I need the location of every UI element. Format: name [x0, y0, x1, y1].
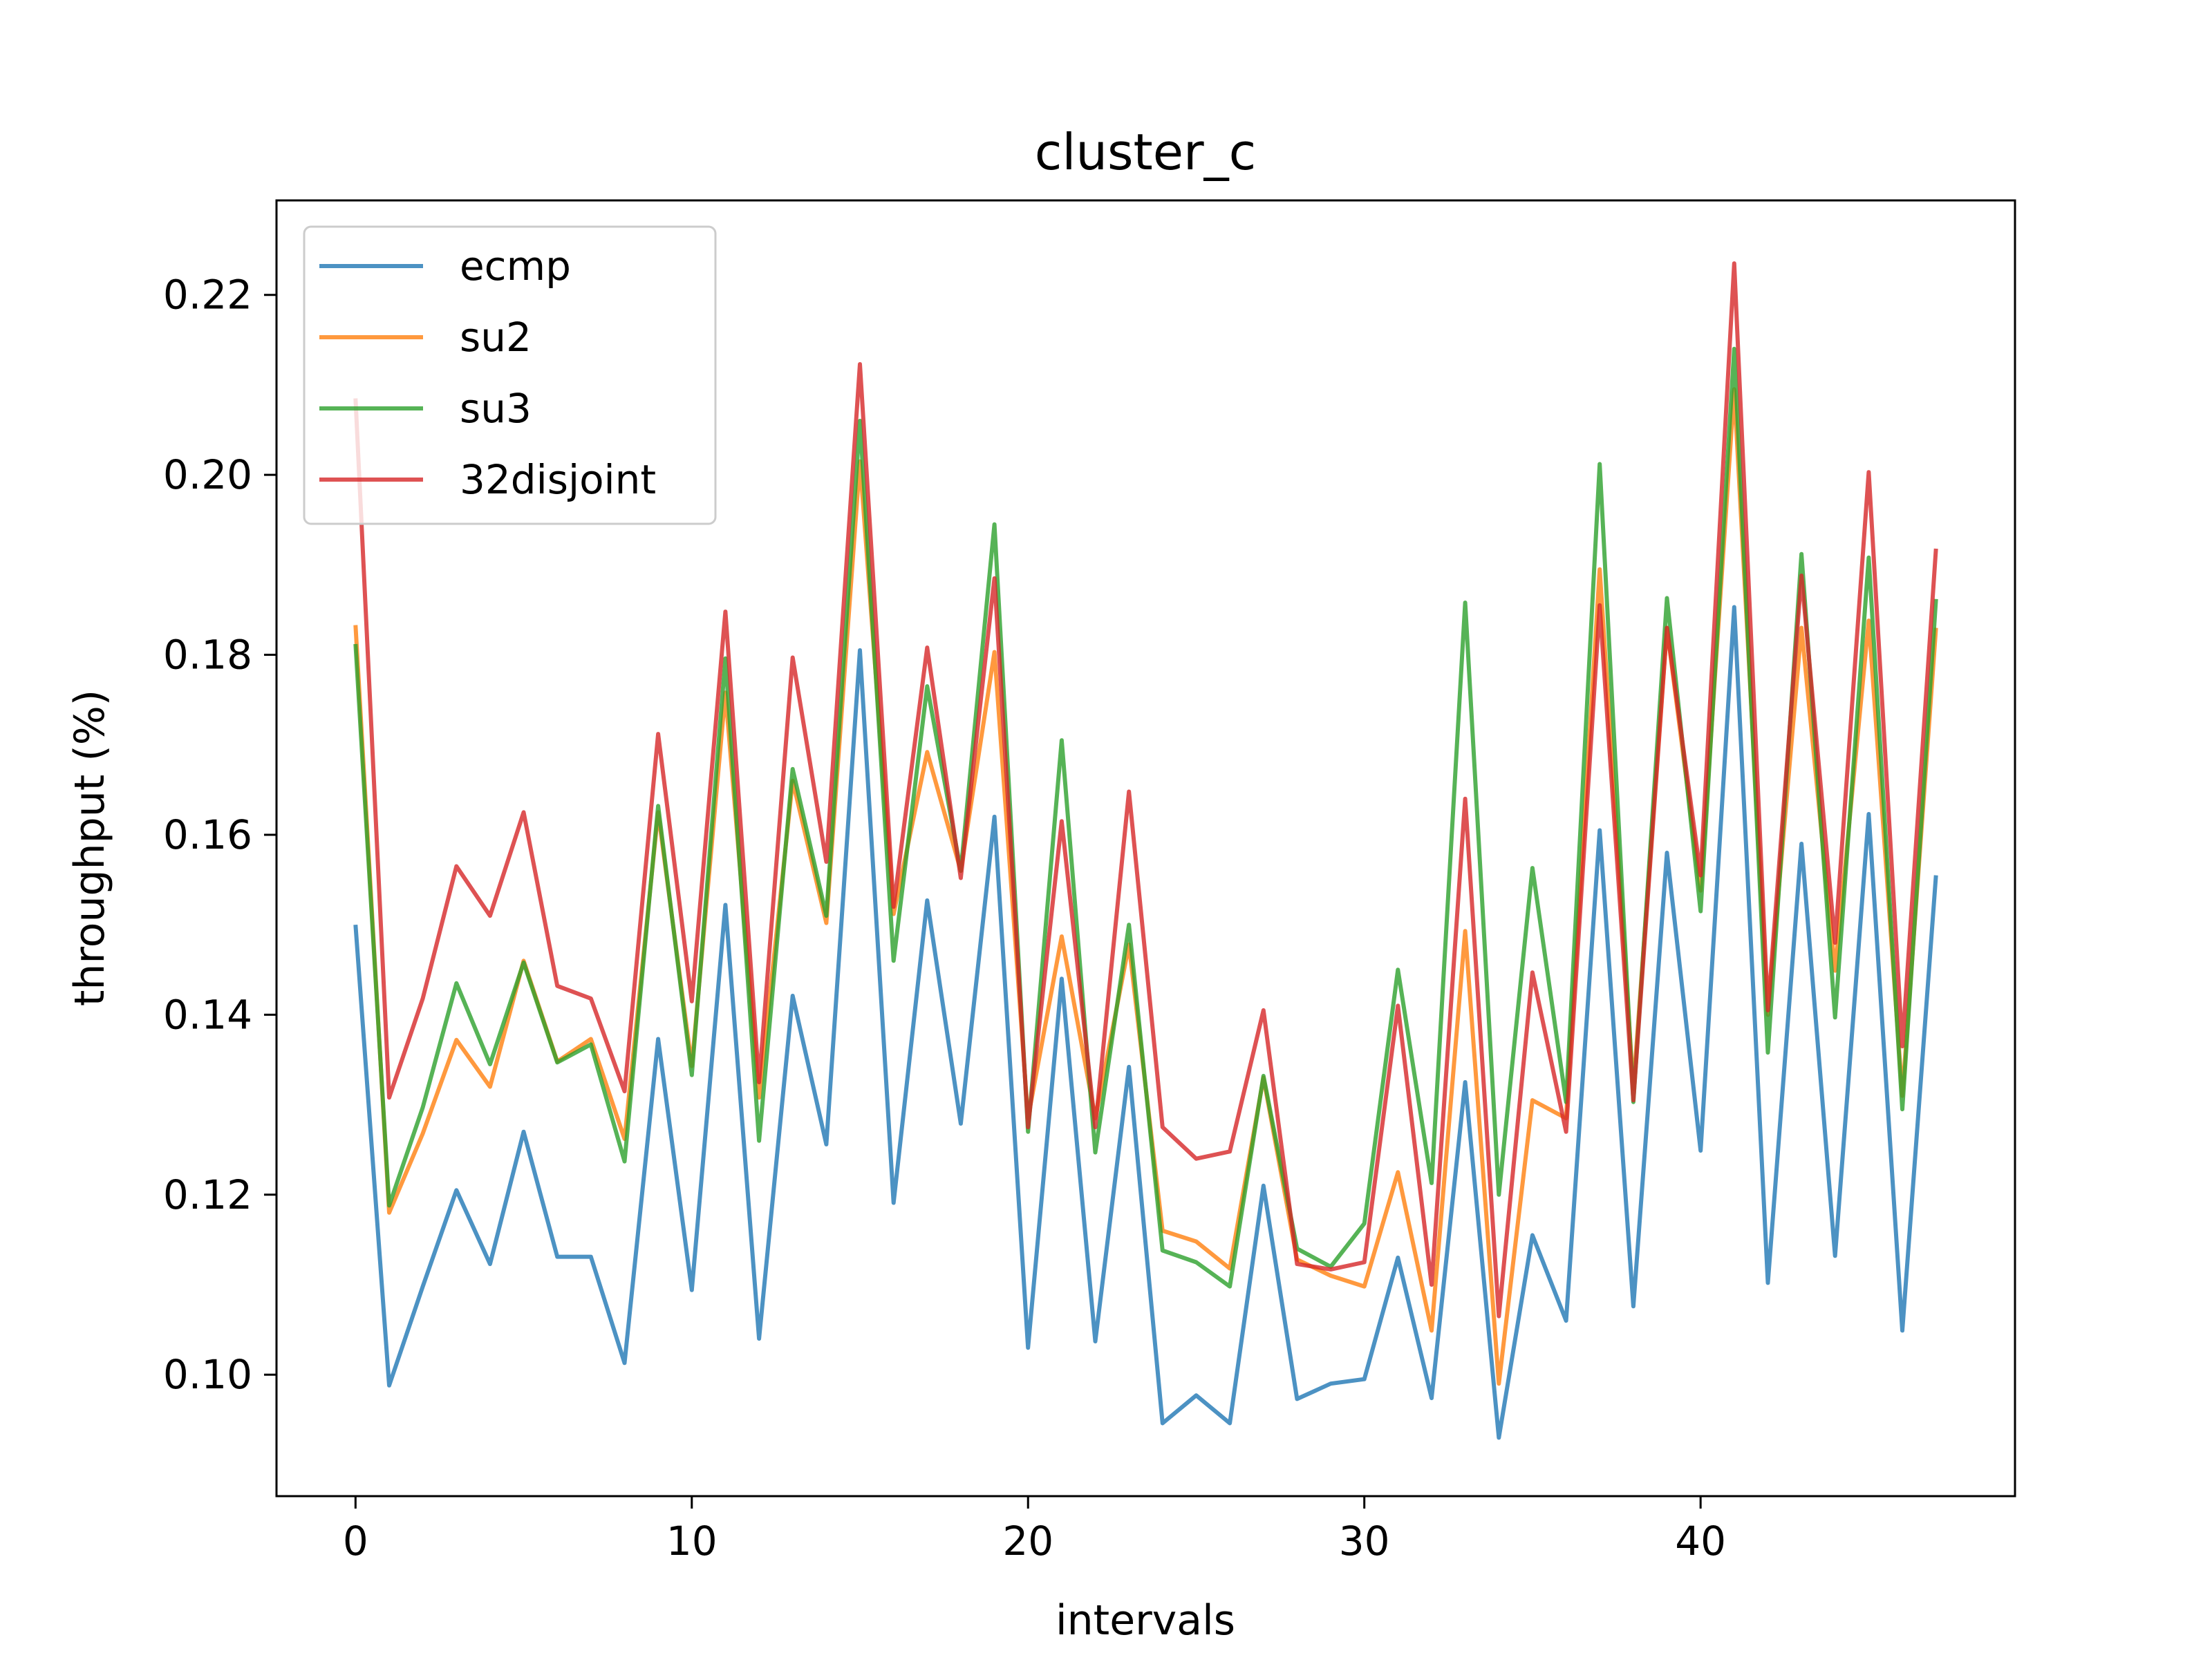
y-tick-label: 0.10	[163, 1351, 252, 1398]
y-tick-label: 0.18	[163, 632, 252, 679]
y-tick-label: 0.16	[163, 811, 252, 858]
legend-label-su2: su2	[460, 314, 532, 361]
x-tick-label: 10	[666, 1518, 718, 1565]
x-tick-label: 20	[1002, 1518, 1053, 1565]
series-line-32disjoint	[353, 261, 1938, 1319]
legend-box	[303, 225, 717, 525]
y-tick-label: 0.20	[163, 451, 252, 498]
series-line-ecmp	[353, 605, 1938, 1440]
x-tick-label: 0	[343, 1518, 368, 1565]
y-axis-label: throughput (%)	[66, 690, 114, 1006]
y-tick-label: 0.22	[163, 272, 252, 319]
series-layer	[353, 261, 1938, 1440]
series-line-su3	[353, 346, 1938, 1289]
legend-label-su3: su3	[460, 385, 532, 432]
x-axis-label: intervals	[1056, 1596, 1235, 1645]
chart-title: cluster_c	[1035, 123, 1256, 181]
y-tick-label: 0.12	[163, 1171, 252, 1218]
x-tick-label: 30	[1339, 1518, 1390, 1565]
axis-ticks: 0 10 20 30 40 0.10 0.12 0.14 0.16 0.18 0.20 0.22	[163, 272, 1726, 1565]
legend-label-32disjoint: 32disjoint	[460, 456, 656, 503]
legend: ecmp su2 su3 32disjoint	[303, 225, 717, 525]
legend-label-ecmp: ecmp	[460, 243, 571, 290]
y-tick-label: 0.14	[163, 991, 252, 1038]
plot-area-frame	[275, 199, 2016, 1498]
x-tick-label: 40	[1675, 1518, 1726, 1565]
